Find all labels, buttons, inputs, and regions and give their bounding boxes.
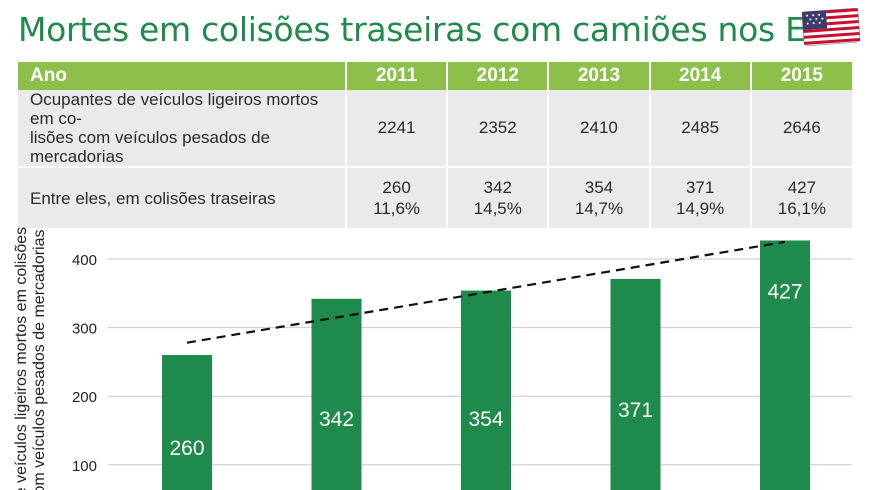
- us-flag-icon: [801, 7, 861, 47]
- table-cell: 342 14,5%: [447, 167, 550, 228]
- header-2015: 2015: [750, 62, 852, 90]
- table-header-row: Ano 2011 2012 2013 2014 2015: [18, 62, 852, 90]
- bar-value-label: 342: [319, 408, 354, 431]
- header-2013: 2013: [548, 62, 651, 90]
- table-cell: 354 14,7%: [548, 167, 651, 228]
- y-tick-label: 200: [72, 389, 97, 406]
- table-cell: 2241: [346, 90, 449, 168]
- table-cell: 2646: [750, 90, 852, 168]
- table-cell: 2352: [447, 90, 550, 168]
- cell-count: 354: [584, 178, 614, 197]
- cell-count: 371: [685, 178, 715, 197]
- header-year-label: Ano: [18, 62, 347, 90]
- cell-count: 342: [483, 178, 512, 197]
- bar: [610, 278, 661, 490]
- header-2012: 2012: [447, 62, 550, 90]
- table-cell: 2410: [548, 90, 651, 168]
- cell-percent: 14,5%: [473, 199, 522, 218]
- row-label-line: Ocupantes de veículos ligeiros mortos em…: [30, 90, 319, 128]
- table-cell: 2485: [649, 90, 752, 168]
- bar-value-label: 354: [468, 408, 503, 431]
- bar-chart: 100 200 300 400 260 342 354 371 427 de veículos l…: [13, 227, 852, 490]
- row-label: Ocupantes de veículos ligeiros mortos em…: [18, 90, 347, 168]
- data-table: Ano 2011 2012 2013 2014 2015 Ocupantes d…: [18, 62, 852, 228]
- header-2014: 2014: [649, 62, 752, 90]
- bar: [461, 290, 511, 490]
- y-tick-label: 400: [72, 252, 97, 269]
- table-cell: 260 11,6%: [346, 167, 449, 228]
- cell-percent: 11,6%: [373, 199, 421, 218]
- table-cell: 427 16,1%: [750, 167, 852, 228]
- bar: [760, 240, 810, 490]
- trend-line: [186, 240, 786, 344]
- y-tick-label: 300: [72, 321, 97, 338]
- bar: [162, 355, 212, 490]
- table-cell: 371 14,9%: [649, 167, 752, 228]
- table-row: Ocupantes de veículos ligeiros mortos em…: [18, 90, 852, 168]
- bar-value-label: 371: [618, 399, 653, 422]
- cell-percent: 14,9%: [676, 199, 725, 218]
- cell-count: 260: [382, 178, 411, 197]
- y-tick-label: 100: [72, 458, 97, 475]
- header-2011: 2011: [346, 62, 449, 90]
- y-axis-label: de veículos ligeiros mortos em colisões c…: [13, 227, 48, 490]
- cell-count: 427: [787, 178, 817, 197]
- cell-percent: 14,7%: [574, 199, 624, 218]
- row-label-line: lisões com veículos pesados de mercadori…: [30, 128, 271, 166]
- page-title: Mortes em colisões traseiras com camiões…: [18, 10, 852, 49]
- y-axis-label-line: de veículos ligeiros mortos em colisões: [13, 227, 30, 490]
- table-row: Entre eles, em colisões traseiras 260 11,…: [18, 167, 852, 228]
- cell-percent: 16,1%: [777, 199, 826, 218]
- bar-value-label: 427: [767, 280, 802, 303]
- row-label: Entre eles, em colisões traseiras: [18, 167, 347, 228]
- y-axis-label-line: com veículos pesados de mercadorias: [31, 229, 48, 490]
- bar-value-label: 260: [169, 437, 204, 460]
- bar: [311, 298, 362, 490]
